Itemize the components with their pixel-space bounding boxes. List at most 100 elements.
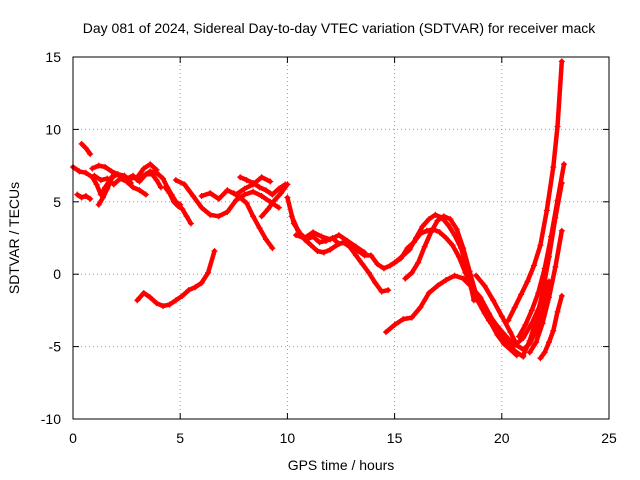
data-point: [391, 321, 398, 328]
data-point: [295, 227, 302, 234]
data-point: [232, 197, 239, 204]
data-point: [162, 184, 169, 191]
data-point: [524, 278, 531, 285]
data-point: [198, 193, 205, 200]
data-point: [415, 259, 422, 266]
data-point: [436, 229, 443, 236]
data-point: [102, 164, 109, 171]
data-point: [316, 239, 323, 246]
data-point: [134, 297, 141, 304]
data-point: [215, 195, 222, 202]
data-point: [292, 232, 299, 239]
data-point: [215, 213, 222, 220]
data-point: [147, 161, 154, 168]
data-point: [380, 265, 387, 272]
series-trace-2: [74, 191, 94, 202]
data-point: [256, 184, 263, 191]
data-point: [117, 175, 124, 182]
data-point: [237, 174, 244, 181]
data-point: [507, 329, 514, 336]
x-tick-label: 5: [176, 430, 184, 446]
data-point: [443, 276, 450, 283]
data-point: [552, 263, 559, 270]
data-point: [537, 355, 544, 362]
data-point: [526, 349, 533, 356]
data-point: [545, 339, 552, 346]
data-point: [243, 177, 250, 184]
data-point: [179, 292, 186, 299]
data-point: [477, 294, 484, 301]
data-point: [160, 303, 167, 310]
axis-ticks: [72, 56, 610, 420]
data-point: [82, 193, 89, 200]
series-trace-3: [78, 140, 94, 158]
data-point: [423, 227, 430, 234]
data-point: [93, 181, 100, 188]
data-point: [425, 216, 432, 223]
data-point: [250, 188, 257, 195]
data-point: [140, 165, 147, 172]
data-point: [530, 262, 537, 269]
data-point: [335, 232, 342, 239]
data-point: [554, 308, 561, 315]
data-point: [400, 316, 407, 323]
data-point: [449, 242, 456, 249]
data-point: [258, 174, 265, 181]
chart-title: Day 081 of 2024, Sidereal Day-to-day VTE…: [83, 20, 596, 36]
data-point: [108, 175, 115, 182]
data-point: [344, 237, 351, 244]
data-point: [74, 191, 81, 198]
data-point: [87, 195, 94, 202]
data-point: [419, 223, 426, 230]
series-trace-17: [288, 213, 392, 295]
x-tick-labels: 0 5 10 15 20 25: [69, 430, 617, 446]
data-point: [284, 194, 291, 201]
data-point: [78, 194, 85, 201]
data-point: [130, 184, 137, 191]
data-point: [183, 213, 190, 220]
data-point: [269, 191, 276, 198]
series-line: [289, 214, 391, 294]
data-point: [147, 168, 154, 175]
data-point: [95, 162, 102, 169]
data-point: [391, 259, 398, 266]
data-point: [97, 177, 104, 184]
series-line: [505, 59, 565, 323]
series-line: [527, 228, 565, 355]
data-point: [198, 204, 205, 211]
x-tick-label: 20: [494, 430, 510, 446]
x-axis-label: GPS time / hours: [288, 457, 395, 473]
data-point: [398, 255, 405, 262]
data-point: [539, 290, 546, 297]
grid-lines: [73, 57, 609, 419]
data-point: [440, 213, 447, 220]
data-point: [123, 175, 130, 182]
data-point: [179, 206, 186, 213]
data-point: [267, 178, 274, 185]
y-tick-label: -10: [41, 411, 61, 427]
data-point: [205, 269, 212, 276]
data-point: [455, 253, 462, 260]
data-point: [408, 314, 415, 321]
data-point: [408, 269, 415, 276]
data-point: [258, 193, 265, 200]
data-point: [545, 294, 552, 301]
series-trace-15: [134, 248, 218, 310]
data-point: [237, 194, 244, 201]
series-trace-26: [520, 179, 565, 359]
x-tick-label: 25: [601, 430, 617, 446]
data-point: [288, 213, 295, 220]
data-point: [269, 245, 276, 252]
data-point: [87, 151, 94, 158]
data-point: [374, 261, 381, 268]
data-point: [181, 181, 188, 188]
data-point: [327, 236, 334, 243]
data-point: [361, 249, 368, 256]
plot-frame: [72, 56, 610, 420]
data-point: [82, 145, 89, 152]
data-point: [481, 282, 488, 289]
data-point: [166, 301, 173, 308]
data-point: [310, 229, 317, 236]
data-point: [520, 352, 527, 359]
